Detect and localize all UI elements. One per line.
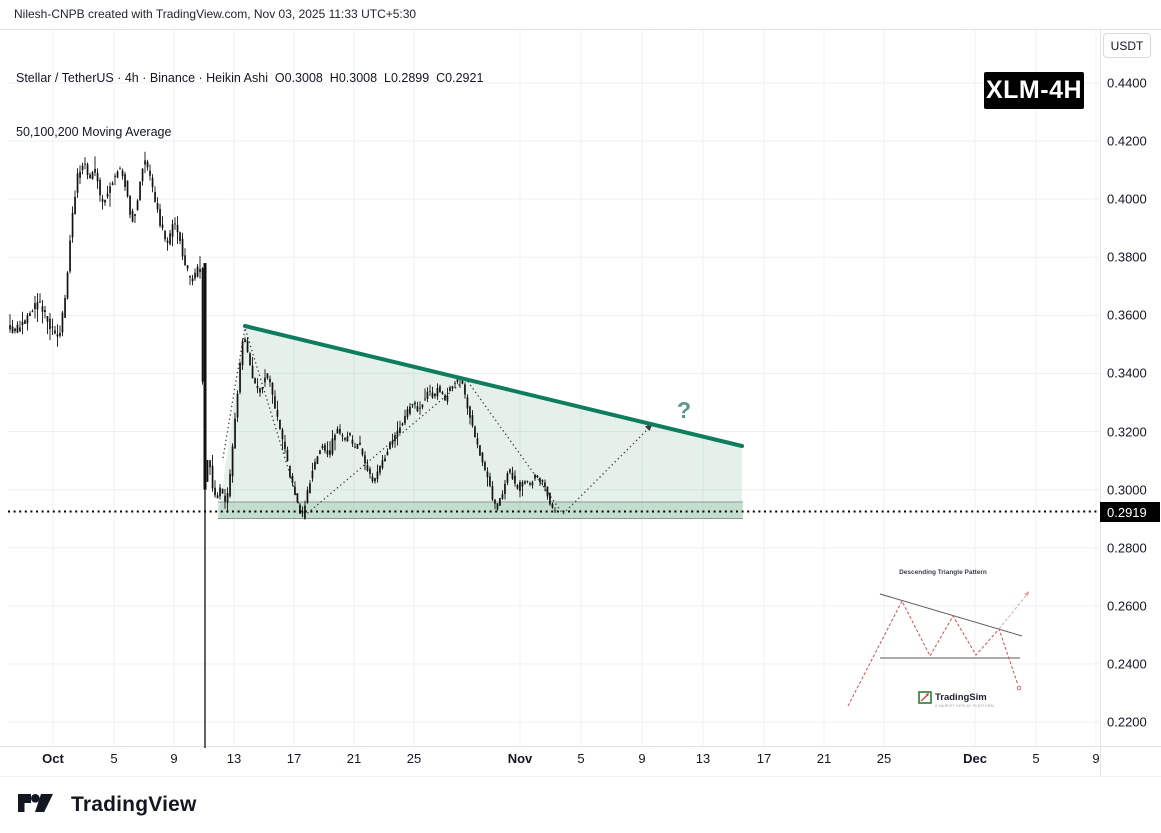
time-tick-label: 25 [876, 751, 892, 766]
time-tick-label: 5 [577, 751, 585, 766]
time-tick-label: 13 [226, 751, 242, 766]
time-tick-label: 9 [638, 751, 646, 766]
price-tick-label: 0.4000 [1107, 191, 1147, 207]
price-tick-label: 0.2800 [1107, 540, 1147, 556]
time-tick-label: 13 [695, 751, 711, 766]
inset-pattern-diagram [847, 591, 1030, 707]
question-mark-annotation[interactable]: ? [677, 397, 691, 423]
time-tick-label: 9 [1092, 751, 1100, 766]
triangle-fill [218, 326, 742, 519]
crash-candle [203, 263, 207, 748]
symbol-timeframe-badge: XLM-4H [984, 72, 1084, 109]
support-band [218, 502, 743, 519]
price-tick-label: 0.2200 [1107, 714, 1147, 730]
tradingview-logo-icon [18, 794, 53, 812]
time-tick-label: Dec [963, 751, 987, 766]
price-tick-label: 0.3600 [1107, 307, 1147, 323]
time-tick-label: 25 [406, 751, 422, 766]
tradingsim-logo-text: TradingSim [935, 692, 987, 703]
time-tick-label: 5 [110, 751, 118, 766]
price-tick-label: 0.3400 [1107, 365, 1147, 381]
time-tick-label: 21 [346, 751, 362, 766]
price-tick-label: 0.2600 [1107, 598, 1147, 614]
last-price-label: 0.2919 [1100, 502, 1160, 522]
chart-legend: Stellar / TetherUS · 4h · Binance · Heik… [16, 33, 483, 177]
descending-trendline[interactable] [243, 324, 744, 448]
price-tick-label: 0.2400 [1107, 656, 1147, 672]
candles [9, 151, 556, 520]
gridlines [8, 30, 1100, 746]
inset-pattern-title: Descending Triangle Pattern [899, 569, 987, 576]
time-tick-label: Nov [507, 751, 533, 766]
time-tick-label: Oct [42, 751, 64, 766]
tradingview-logo-label: TradingView [71, 793, 197, 816]
time-tick-label: 5 [1032, 751, 1040, 766]
price-tick-label: 0.3200 [1107, 424, 1147, 440]
time-tick-label: 9 [170, 751, 178, 766]
time-tick-label: 17 [756, 751, 772, 766]
attribution-text: Nilesh-CNPB created with TradingView.com… [14, 7, 417, 21]
indicator-line[interactable]: 50,100,200 Moving Average [16, 125, 172, 139]
price-tick-label: 0.4200 [1107, 133, 1147, 149]
axis-borders [0, 29, 1161, 777]
time-tick-label: 17 [286, 751, 302, 766]
price-tick-label: 0.3000 [1107, 482, 1147, 498]
price-tick-label: 0.3800 [1107, 249, 1147, 265]
time-tick-label: 21 [816, 751, 832, 766]
tradingsim-tagline: A MARKET REPLAY PLATFORM [935, 704, 995, 708]
currency-toggle-button[interactable]: USDT [1103, 33, 1151, 58]
symbol-info-line[interactable]: Stellar / TetherUS · 4h · Binance · Heik… [16, 71, 484, 85]
price-tick-label: 0.4400 [1107, 75, 1147, 91]
tradingview-logo[interactable]: TradingView [18, 790, 197, 820]
